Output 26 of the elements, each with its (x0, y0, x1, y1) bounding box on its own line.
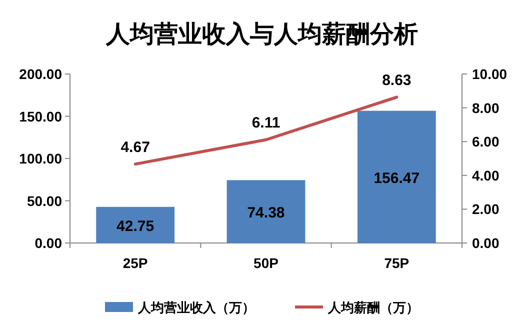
legend-label: 人均薪酬（万） (327, 300, 419, 315)
data-label: 74.38 (247, 204, 285, 222)
data-label: 4.67 (120, 139, 150, 156)
y2-tick-label: 10.00 (472, 66, 508, 82)
chart-title: 人均营业收入与人均薪酬分析 (105, 21, 418, 48)
data-label: 8.63 (382, 72, 412, 90)
y2-tick-label: 4.00 (472, 167, 500, 184)
x-tick-label: 50P (254, 255, 278, 271)
y-tick-label: 100.00 (19, 150, 62, 166)
data-label: 6.11 (252, 114, 280, 132)
x-tick-label: 75P (384, 255, 410, 271)
y2-tick-label: 2.00 (472, 201, 500, 218)
y-tick-label: 50.00 (26, 192, 62, 209)
legend-label: 人均营业收入（万） (137, 300, 255, 315)
x-tick-label: 25P (122, 255, 148, 271)
y-tick-label: 200.00 (19, 66, 62, 82)
bar (226, 180, 306, 243)
y2-tick-label: 6.00 (472, 134, 500, 150)
bar (96, 206, 175, 243)
y-tick-label: 0.00 (34, 235, 62, 251)
data-label: 42.75 (116, 218, 154, 235)
bar (357, 110, 436, 243)
y-tick-label: 150.00 (19, 108, 62, 124)
y2-tick-label: 0.00 (472, 235, 500, 251)
data-label: 156.47 (374, 170, 420, 187)
y2-tick-label: 8.00 (472, 100, 500, 116)
